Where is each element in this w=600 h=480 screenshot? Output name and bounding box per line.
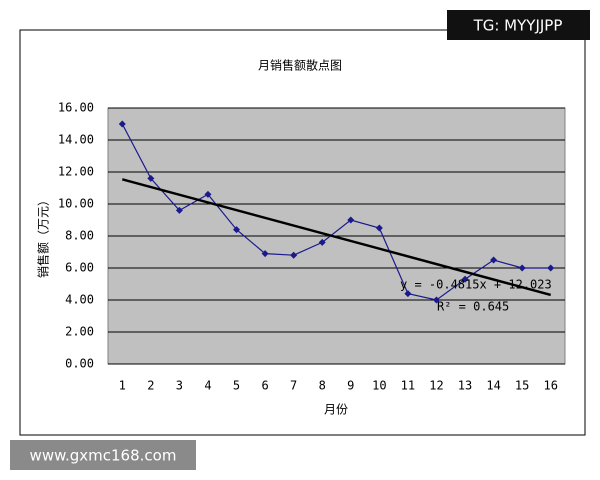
watermark: www.gxmc168.com — [30, 447, 177, 465]
x-tick-label: 5 — [233, 379, 240, 393]
data-point — [204, 190, 212, 198]
trendline — [121, 178, 552, 297]
y-tick-label: 6.00 — [65, 261, 94, 275]
y-tick-label: 12.00 — [58, 165, 94, 179]
x-tick-label: 14 — [486, 379, 500, 393]
chart-title: 月销售额散点图 — [258, 58, 342, 73]
data-point — [147, 174, 155, 182]
y-tick-label: 10.00 — [58, 197, 94, 211]
x-tick-label: 13 — [458, 379, 472, 393]
data-point — [461, 275, 469, 283]
data-point — [175, 206, 183, 214]
data-point — [290, 251, 298, 259]
data-point — [547, 264, 555, 272]
x-tick-label: 12 — [429, 379, 443, 393]
y-tick-label: 14.00 — [58, 133, 94, 147]
series-line — [121, 123, 551, 301]
x-tick-label: 16 — [543, 379, 557, 393]
data-point — [261, 250, 269, 258]
watermark-box — [447, 10, 590, 40]
x-tick-label: 15 — [515, 379, 529, 393]
x-tick-label: 4 — [204, 379, 211, 393]
data-point — [318, 238, 326, 246]
y-tick-label: 16.00 — [58, 101, 94, 115]
x-tick-label: 10 — [372, 379, 386, 393]
x-tick-label: 2 — [147, 379, 154, 393]
x-tick-label: 7 — [290, 379, 297, 393]
x-axis-label: 月份 — [324, 403, 348, 417]
x-tick-label: 6 — [261, 379, 268, 393]
watermark-box — [10, 440, 196, 470]
x-tick-label: 3 — [176, 379, 183, 393]
data-point — [375, 224, 383, 232]
trendline-equation: y = -0.4815x + 12.023 — [400, 278, 552, 292]
x-tick-label: 11 — [401, 379, 415, 393]
y-tick-label: 4.00 — [65, 293, 94, 307]
data-point — [432, 296, 440, 304]
data-point — [518, 264, 526, 272]
y-tick-label: 0.00 — [65, 357, 94, 371]
x-tick-label: 1 — [119, 379, 126, 393]
y-axis-label: 销售额（万元） — [36, 194, 51, 278]
data-point — [118, 120, 126, 128]
data-point — [404, 290, 412, 298]
data-point — [490, 256, 498, 264]
y-tick-label: 8.00 — [65, 229, 94, 243]
data-point — [233, 226, 241, 234]
x-tick-label: 9 — [347, 379, 354, 393]
watermark: TG: MYYJJPP — [473, 17, 563, 35]
x-tick-label: 8 — [319, 379, 326, 393]
data-point — [347, 216, 355, 224]
y-tick-label: 2.00 — [65, 325, 94, 339]
trendline-r2: R² = 0.645 — [437, 300, 509, 314]
